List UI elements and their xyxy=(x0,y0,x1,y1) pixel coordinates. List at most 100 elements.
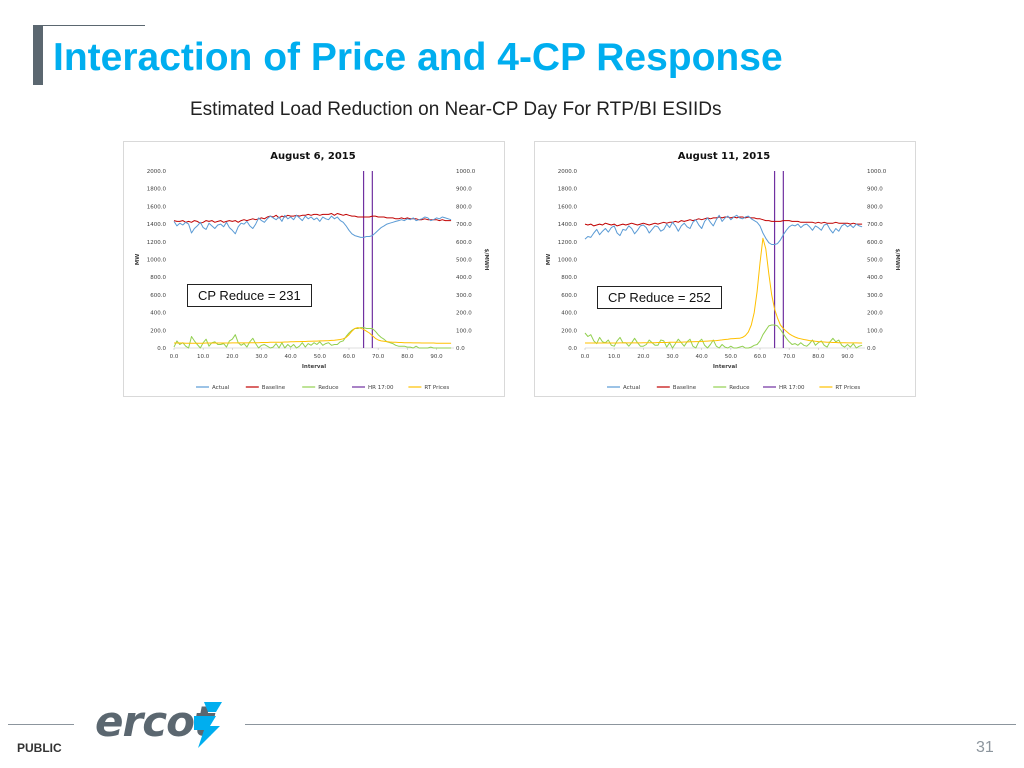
y2-tick-label: 900.0 xyxy=(867,187,883,193)
y2-tick-label: 1000.0 xyxy=(456,169,476,175)
y-tick-label: 400.0 xyxy=(561,311,577,317)
legend-entry: RT Prices xyxy=(424,385,449,391)
y-tick-label: 2000.0 xyxy=(147,169,167,175)
legend-entry: HR 17:00 xyxy=(779,385,805,391)
x-tick-label: 80.0 xyxy=(812,354,825,360)
y2-tick-label: 0.0 xyxy=(456,346,465,352)
title-accent-bar xyxy=(33,25,43,85)
chart-august-11-svg: August 11, 2015 0.0 200.0 400.0 600.0 800.0 10… xyxy=(546,151,900,391)
y-tick-label: 1600.0 xyxy=(147,204,167,210)
y-tick-label: 1600.0 xyxy=(558,204,578,210)
page-number: 31 xyxy=(976,739,994,756)
y2-tick-label: 600.0 xyxy=(456,240,472,246)
legend-entry: Baseline xyxy=(673,385,697,391)
y-tick-label: 1200.0 xyxy=(558,240,578,246)
y-tick-label: 1000.0 xyxy=(558,258,578,264)
x-tick-label: 40.0 xyxy=(696,354,709,360)
y-tick-label: 800.0 xyxy=(150,275,166,281)
y-tick-label: 200.0 xyxy=(561,328,577,334)
x-tick-label: 10.0 xyxy=(608,354,621,360)
y2-axis-label: $/MWH xyxy=(894,249,900,271)
y2-tick-label: 900.0 xyxy=(456,187,472,193)
series-rt-prices-line xyxy=(174,327,452,344)
x-tick-label: 60.0 xyxy=(754,354,767,360)
y2-tick-label: 200.0 xyxy=(867,311,883,317)
y-tick-label: 1800.0 xyxy=(147,187,167,193)
y-tick-label: 1800.0 xyxy=(558,187,578,193)
y2-tick-label: 300.0 xyxy=(456,293,472,299)
y2-tick-label: 400.0 xyxy=(867,275,883,281)
x-tick-label: 50.0 xyxy=(725,354,738,360)
legend-entry: Reduce xyxy=(318,385,339,391)
x-tick-label: 20.0 xyxy=(226,354,239,360)
y2-tick-label: 1000.0 xyxy=(867,169,887,175)
chart-august-6: August 6, 2015 0.0 200.0 400.0 600.0 800.0 100… xyxy=(123,141,505,397)
y2-tick-label: 500.0 xyxy=(456,258,472,264)
series-actual-line xyxy=(584,214,863,245)
legend-entry: Reduce xyxy=(729,385,750,391)
y-tick-label: 2000.0 xyxy=(558,169,578,175)
y-tick-label: 0.0 xyxy=(157,346,166,352)
y2-tick-label: 100.0 xyxy=(456,328,472,334)
legend-entry: Actual xyxy=(212,385,230,391)
y2-tick-label: 100.0 xyxy=(867,328,883,334)
cp-reduce-annotation: CP Reduce = 252 xyxy=(597,286,722,309)
slide-subtitle: Estimated Load Reduction on Near-CP Day … xyxy=(190,99,722,120)
y2-tick-label: 400.0 xyxy=(456,275,472,281)
y-axis-label: MW xyxy=(135,254,141,266)
x-tick-label: 40.0 xyxy=(285,354,298,360)
y2-tick-label: 800.0 xyxy=(867,204,883,210)
y2-tick-label: 700.0 xyxy=(456,222,472,228)
x-tick-label: 90.0 xyxy=(430,354,443,360)
series-baseline-line xyxy=(173,213,452,224)
y-tick-label: 200.0 xyxy=(150,328,166,334)
series-baseline-line xyxy=(584,216,863,227)
y-tick-label: 400.0 xyxy=(150,311,166,317)
y-tick-label: 1400.0 xyxy=(558,222,578,228)
title-accent-rule xyxy=(43,25,145,26)
slide-title: Interaction of Price and 4-CP Response xyxy=(53,36,783,79)
x-axis-label: Interval xyxy=(302,364,326,370)
y2-tick-label: 600.0 xyxy=(867,240,883,246)
y-tick-label: 1400.0 xyxy=(147,222,167,228)
x-tick-label: 30.0 xyxy=(666,354,679,360)
y-tick-label: 1000.0 xyxy=(147,258,167,264)
x-tick-label: 30.0 xyxy=(255,354,268,360)
public-label: PUBLIC xyxy=(17,741,62,755)
series-reduce-line xyxy=(173,327,452,349)
y2-tick-label: 700.0 xyxy=(867,222,883,228)
y2-axis-label: $/MWH xyxy=(483,249,489,271)
y-tick-label: 600.0 xyxy=(561,293,577,299)
x-tick-label: 80.0 xyxy=(401,354,414,360)
legend-entry: RT Prices xyxy=(835,385,860,391)
y2-tick-label: 200.0 xyxy=(456,311,472,317)
ercot-lightning-icon xyxy=(194,702,222,748)
footer-divider-right xyxy=(245,724,1016,725)
series-reduce-line xyxy=(584,324,863,349)
y2-tick-label: 300.0 xyxy=(867,293,883,299)
y-tick-label: 1200.0 xyxy=(147,240,167,246)
x-tick-label: 70.0 xyxy=(783,354,796,360)
legend-entry: Baseline xyxy=(262,385,286,391)
y2-tick-label: 0.0 xyxy=(867,346,876,352)
y2-tick-label: 500.0 xyxy=(867,258,883,264)
x-axis-label: Interval xyxy=(713,364,737,370)
y-tick-label: 800.0 xyxy=(561,275,577,281)
legend-entry: Actual xyxy=(623,385,641,391)
x-tick-label: 10.0 xyxy=(197,354,210,360)
x-tick-label: 0.0 xyxy=(581,354,590,360)
x-tick-label: 20.0 xyxy=(637,354,650,360)
chart-title: August 6, 2015 xyxy=(270,151,355,162)
x-tick-label: 70.0 xyxy=(372,354,385,360)
series-actual-line xyxy=(173,214,452,238)
footer-divider-left xyxy=(8,724,74,725)
series-rt-prices-line xyxy=(585,237,863,344)
y-axis-label: MW xyxy=(546,254,552,266)
chart-august-11: August 11, 2015 0.0 200.0 400.0 600.0 800.0 10… xyxy=(534,141,916,397)
cp-reduce-annotation: CP Reduce = 231 xyxy=(187,284,312,307)
chart-august-6-svg: August 6, 2015 0.0 200.0 400.0 600.0 800.0 100… xyxy=(135,151,489,391)
y2-tick-label: 800.0 xyxy=(456,204,472,210)
y-tick-label: 600.0 xyxy=(150,293,166,299)
x-tick-label: 0.0 xyxy=(170,354,179,360)
x-tick-label: 90.0 xyxy=(841,354,854,360)
